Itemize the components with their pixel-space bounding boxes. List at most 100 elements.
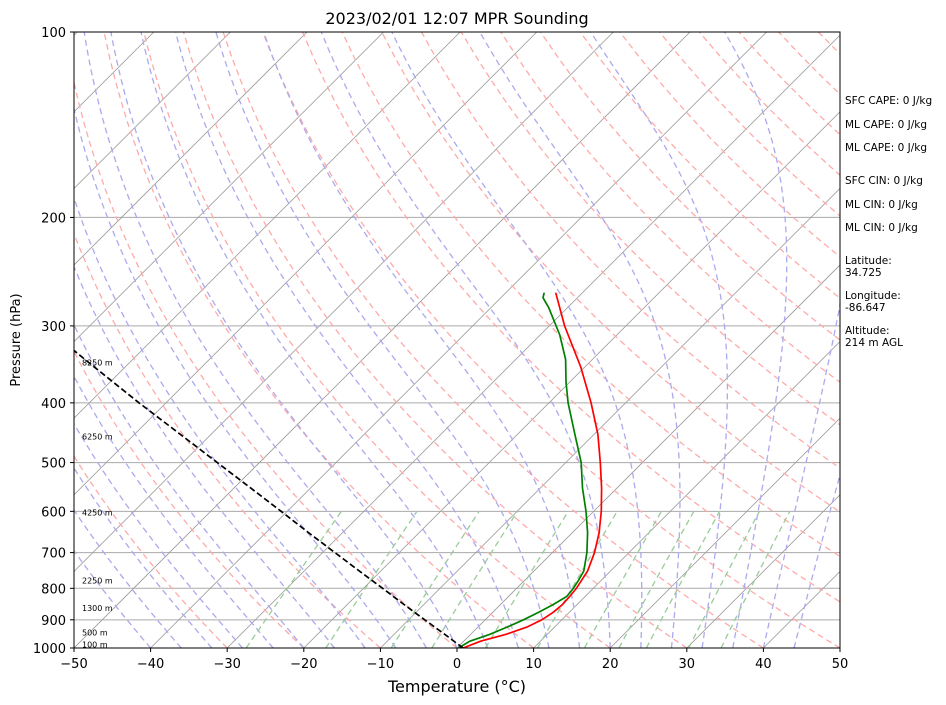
- height-labels: 100 m 500 m 1300 m 2250 m 4250 m 6250 m 8250 m: [82, 358, 113, 649]
- moist-adiabat-36: [724, 32, 788, 648]
- sounding-lines: [74, 292, 603, 648]
- isotherm--10: [380, 187, 840, 648]
- y-tick-label-700: 700: [41, 547, 66, 562]
- isotherm--50: [74, 32, 691, 648]
- height-label-6: 8250 m: [82, 358, 113, 367]
- x-tick-label--10: −10: [367, 657, 394, 672]
- mixing-ratio-2: [390, 510, 480, 648]
- y-tick-label-100: 100: [41, 26, 66, 41]
- x-tick-label-10: 10: [525, 657, 542, 672]
- sfc-cape-text: SFC CAPE: 0 J/kg: [845, 95, 932, 107]
- y-tick-label-900: 900: [41, 614, 66, 629]
- x-tick-label-50: 50: [832, 657, 849, 672]
- mixing-ratio-16: [618, 510, 695, 648]
- height-label-5: 6250 m: [82, 432, 113, 441]
- moist-adiabat-32: [590, 32, 729, 648]
- x-tick-label--30: −30: [213, 657, 240, 672]
- moist-adiabat--12: [74, 196, 366, 648]
- y-tick-label-400: 400: [41, 397, 66, 412]
- isotherm--100: [74, 32, 308, 266]
- series-line-1: [458, 292, 589, 648]
- mixing-ratio-28: [688, 510, 760, 648]
- moist-adiabat-8: [174, 32, 519, 648]
- chart-title: 2023/02/01 12:07 MPR Sounding: [325, 9, 588, 28]
- x-tick-label--50: −50: [60, 657, 87, 672]
- x-tick-label--20: −20: [290, 657, 317, 672]
- axis-ticks: −50 −40 −30 −20 −10 0 10 20 30 40 50 1000 900 800 700 6…: [33, 26, 848, 672]
- x-tick-label-40: 40: [755, 657, 772, 672]
- latitude-value: 34.725: [845, 267, 882, 279]
- moist-adiabat--28: [74, 422, 243, 648]
- dry-adiabat-130: [579, 32, 840, 300]
- mixing-ratio-5: [484, 510, 569, 648]
- sfc-cin-text: SFC CIN: 0 J/kg: [845, 175, 923, 187]
- isotherm-30: [686, 494, 840, 648]
- isotherm--70: [74, 32, 538, 496]
- moist-adiabat-12: [215, 32, 550, 648]
- isotherm--60: [74, 32, 614, 572]
- latitude-label: Latitude:: [845, 255, 892, 267]
- ml-cin-text-1: ML CIN: 0 J/kg: [845, 199, 918, 211]
- mixing-ratio-3: [431, 510, 519, 648]
- series-line-0: [462, 292, 603, 648]
- altitude-label: Altitude:: [845, 325, 890, 337]
- dry-adiabat--20: [74, 349, 305, 648]
- moist-adiabat-0: [110, 32, 458, 648]
- longitude-value: -86.647: [845, 302, 886, 314]
- height-label-2: 1300 m: [82, 604, 113, 613]
- annotations-panel: SFC CAPE: 0 J/kg ML CAPE: 0 J/kg ML CAPE…: [845, 95, 932, 349]
- y-tick-label-800: 800: [41, 582, 66, 597]
- longitude-label: Longitude:: [845, 290, 901, 302]
- dry-adiabat-0: [74, 79, 458, 648]
- height-label-4: 4250 m: [82, 509, 113, 518]
- moist-adiabat-16: [263, 32, 581, 648]
- y-tick-label-600: 600: [41, 505, 66, 520]
- isotherm--20: [303, 111, 840, 648]
- isotherm--30: [226, 34, 840, 648]
- isotherm--110: [74, 32, 231, 189]
- height-label-1: 500 m: [82, 628, 108, 637]
- moist-adiabat-44: [793, 472, 840, 648]
- dry-adiabat-50: [262, 32, 840, 648]
- altitude-value: 214 m AGL: [845, 337, 903, 349]
- height-label-0: 100 m: [82, 640, 108, 649]
- isotherm--90: [74, 32, 384, 343]
- y-axis-label: Pressure (hPa): [9, 293, 24, 386]
- ml-cape-text-1: ML CAPE: 0 J/kg: [845, 119, 927, 131]
- height-label-3: 2250 m: [82, 577, 113, 586]
- moist-adiabat-40: [762, 301, 840, 648]
- mixing-ratio-8: [536, 510, 618, 648]
- x-tick-label--40: −40: [137, 657, 164, 672]
- moist-adiabat--4: [83, 32, 427, 648]
- background-grid: [74, 32, 840, 648]
- moist-adiabat--16: [74, 264, 335, 648]
- y-tick-label-200: 200: [41, 211, 66, 226]
- moist-adiabat-28: [479, 32, 681, 648]
- dry-adiabat-30: [182, 32, 688, 648]
- y-tick-label-1000: 1000: [33, 642, 66, 657]
- y-tick-label-500: 500: [41, 457, 66, 472]
- dry-adiabat-10: [103, 32, 534, 648]
- isotherm-10: [533, 341, 840, 648]
- x-tick-label-20: 20: [602, 657, 619, 672]
- x-axis-label: Temperature (°C): [387, 677, 526, 696]
- mixing-ratio-12: [583, 510, 662, 648]
- isotherm-20: [609, 417, 840, 648]
- ml-cin-text-2: ML CIN: 0 J/kg: [845, 222, 918, 234]
- moist-adiabat--32: [74, 466, 213, 648]
- isotherm--40: [150, 32, 767, 648]
- moist-adiabat--8: [74, 105, 397, 648]
- moist-adiabat-20: [320, 32, 611, 648]
- mixing-ratio-20: [645, 510, 721, 648]
- mixing-ratio-0.4: [245, 510, 342, 648]
- x-tick-label-0: 0: [453, 657, 461, 672]
- y-tick-label-300: 300: [41, 320, 66, 335]
- mixing-ratio-36: [720, 510, 791, 648]
- isotherm--80: [74, 32, 461, 419]
- x-tick-label-30: 30: [679, 657, 696, 672]
- moist-adiabat-24: [391, 32, 643, 648]
- mixing-ratio-1: [325, 510, 418, 648]
- series-line-2: [74, 349, 464, 648]
